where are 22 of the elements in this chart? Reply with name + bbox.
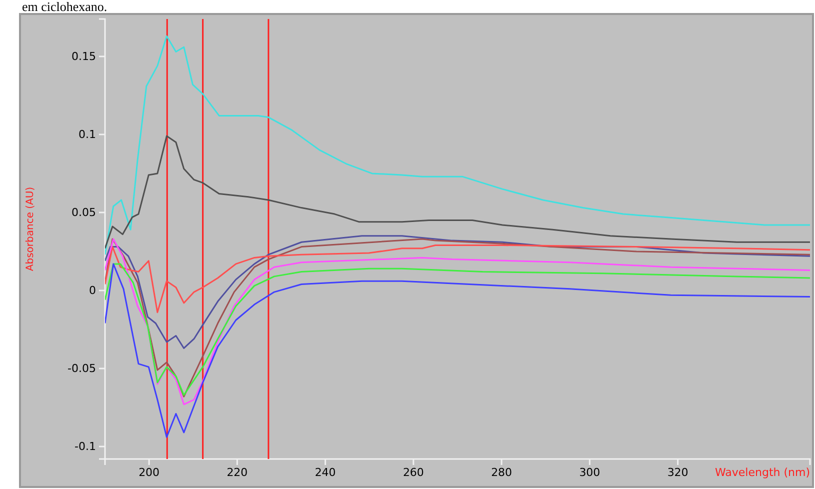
y-axis-title: Absorbance (AU)	[25, 186, 36, 272]
line-series	[105, 263, 810, 438]
y-tick-label: 0.05	[72, 206, 96, 219]
line-series	[105, 244, 810, 314]
y-tick-label: 0.15	[72, 50, 96, 63]
line-series	[105, 35, 810, 256]
x-tick-label: 260	[402, 466, 424, 479]
y-tick-label: 0	[89, 284, 96, 298]
x-axis-title: Wavelength (nm)	[714, 466, 810, 479]
x-tick-label: 220	[226, 466, 248, 479]
line-series	[105, 135, 810, 250]
x-tick-label: 280	[491, 466, 512, 479]
x-tick-label: 200	[138, 466, 160, 479]
x-tick-label: 240	[314, 466, 336, 479]
y-tick-label: -0.1	[74, 440, 96, 454]
text: em ciclohexano.	[22, 0, 108, 14]
line-series	[105, 263, 810, 396]
x-tick-label: 320	[667, 466, 688, 479]
y-tick-label: 0.1	[78, 128, 96, 141]
y-tick-label: -0.05	[68, 362, 96, 376]
line-series	[105, 235, 810, 349]
x-tick-label: 300	[579, 466, 600, 479]
